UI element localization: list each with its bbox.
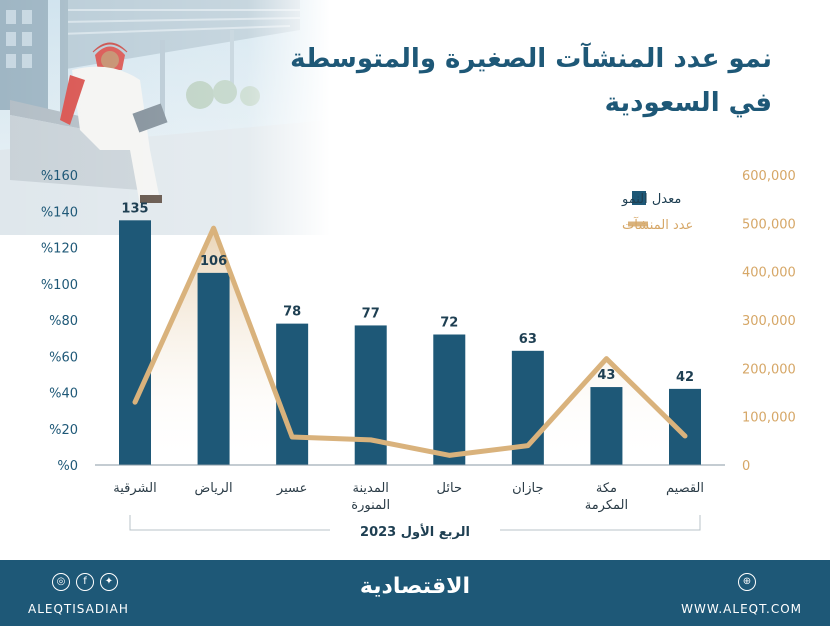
combo-chart: 135 106 78 77 72 63 43 42 %0 %20 %40 %60 %80 %100 %12… (41, 169, 796, 541)
facebook-icon[interactable]: f (76, 573, 94, 591)
legend-count-label: عدد المنشآت (622, 216, 693, 233)
left-axis-tick-label: %40 (49, 387, 78, 402)
twitter-icon[interactable]: ✦ (100, 573, 118, 591)
footer-website[interactable]: WWW.ALEQT.COM (681, 602, 802, 616)
bar-value-label: 135 (121, 201, 148, 216)
category-tick-label: الشرقية (113, 481, 156, 496)
growth-bar (433, 334, 466, 465)
footer-bar (0, 560, 830, 626)
right-axis-tick-label: 100,000 (742, 411, 796, 426)
right-axis-tick-label: 600,000 (742, 169, 796, 184)
growth-bar (119, 220, 151, 465)
count-area-fill (135, 228, 685, 465)
right-axis-tick-label: 500,000 (742, 217, 796, 232)
period-label: الربع الأول 2023 (360, 523, 470, 540)
category-tick-label: الرياض (195, 481, 233, 496)
instagram-icon[interactable]: ◎ (52, 573, 70, 591)
left-axis-tick-label: %140 (41, 205, 78, 220)
bar-value-label: 42 (676, 370, 694, 385)
left-axis-tick-label: %0 (57, 459, 78, 474)
right-axis-tick-label: 0 (742, 459, 750, 474)
growth-bar (197, 272, 230, 465)
count-line (132, 225, 688, 458)
chart-title: نمو عدد المنشآت الصغيرة والمتوسطة (290, 44, 772, 74)
growth-bar (590, 387, 623, 465)
right-axis-tick-label: 300,000 (742, 314, 796, 329)
left-axis-tick-label: %120 (41, 242, 78, 257)
category-tick-label: المدينة المنورة (351, 481, 390, 513)
legend-growth-label: معدل النمو (621, 192, 681, 207)
bar-value-label: 78 (283, 305, 301, 320)
growth-bar (276, 323, 309, 465)
bar-value-label: 106 (200, 254, 227, 269)
right-axis-tick-label: 200,000 (742, 362, 796, 377)
category-tick-label: حائل (437, 481, 462, 496)
bar-value-label: 43 (597, 368, 615, 383)
left-axis-tick-label: %100 (41, 278, 78, 293)
category-tick-label: مكة المكرمة (585, 481, 628, 513)
left-axis-tick-label: %80 (49, 314, 78, 329)
category-tick-label: القصيم (666, 481, 704, 496)
photo-man-laptop (0, 0, 330, 235)
chart-subtitle: في السعودية (604, 88, 772, 118)
globe-icon[interactable]: ⊕ (738, 573, 756, 591)
footer-handle: ALEQTISADIAH (28, 602, 129, 616)
bar-value-label: 63 (519, 332, 537, 347)
legend-growth-swatch (632, 191, 646, 205)
left-axis-tick-label: %20 (49, 423, 78, 438)
category-tick-label: عسير (276, 481, 307, 496)
bar-value-label: 77 (362, 306, 380, 321)
left-axis-tick-label: %60 (49, 350, 78, 365)
bar-value-label: 72 (440, 316, 458, 331)
right-axis-tick-label: 400,000 (742, 266, 796, 281)
brand-logo-text: الاقتصادية (359, 574, 471, 599)
category-tick-label: جازان (512, 481, 543, 496)
period-label-bg (330, 521, 500, 541)
left-axis-tick-label: %160 (41, 169, 78, 184)
